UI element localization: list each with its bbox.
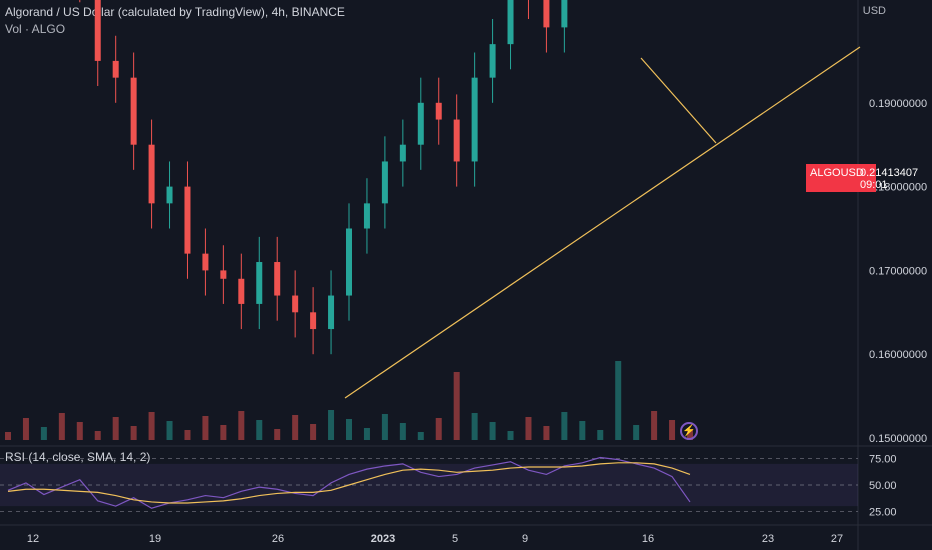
volume-label: Vol · ALGO [5, 22, 66, 36]
volume-bar [471, 413, 478, 440]
candle-body [256, 262, 263, 304]
candle-body [166, 186, 173, 204]
volume-bar [76, 422, 83, 440]
candle-body [381, 161, 388, 204]
candle-body [148, 144, 155, 204]
volume-bar [94, 431, 101, 440]
candle-body [399, 144, 406, 162]
lightning-icon[interactable]: ⚡ [680, 422, 698, 440]
volume-bar [615, 361, 622, 440]
volume-bar [669, 420, 676, 440]
volume-bar [633, 425, 640, 440]
trendline-support [344, 46, 861, 399]
rsi-label: RSI (14, close, SMA, 14, 2) [5, 450, 151, 464]
candle-body [328, 295, 335, 330]
time-tick-label: 19 [149, 533, 161, 545]
rsi-tick-label: 25.00 [869, 506, 897, 518]
candle-body [489, 44, 496, 78]
candle-body [220, 270, 227, 279]
volume-bar [112, 417, 119, 440]
candle-body [346, 228, 352, 296]
volume-bar [417, 432, 424, 440]
volume-bar [184, 430, 191, 440]
rsi-line [7, 456, 691, 509]
volume-bar [256, 420, 263, 440]
candle-body [561, 0, 568, 28]
volume-bar [561, 412, 568, 440]
candle-body [292, 295, 299, 313]
candle-body [453, 119, 460, 162]
volume-bar [579, 421, 586, 440]
volume-bar [238, 411, 245, 440]
badge-price: 0.21413407 [860, 167, 919, 179]
price-tick-label: 0.16000000 [869, 349, 927, 361]
time-tick-label: 5 [452, 533, 458, 545]
candle-body [543, 0, 550, 28]
volume-bar [220, 425, 227, 440]
volume-bar [130, 426, 137, 440]
time-tick-label: 2023 [371, 533, 395, 545]
trendline-resistance [640, 57, 717, 144]
volume-bar [202, 416, 209, 440]
price-tick-label: 0.17000000 [869, 265, 927, 277]
time-tick-label: 27 [831, 533, 843, 545]
price-badge: ALGOUSD 0.21413407 09:01 [806, 164, 918, 192]
volume-bar [310, 424, 317, 440]
candle-body [202, 253, 209, 271]
candle-body [310, 312, 317, 330]
candle-body [363, 203, 370, 229]
chart-title: Algorand / US Dollar (calculated by Trad… [5, 5, 345, 19]
volume-bar [543, 426, 550, 440]
price-tick-label: 0.19000000 [869, 98, 927, 110]
volume-bar [363, 428, 370, 440]
volume-bar [58, 413, 65, 440]
volume-bar [651, 411, 658, 440]
rsi-tick-label: 50.00 [869, 480, 897, 492]
currency-label: USD [862, 5, 886, 17]
volume-bar [381, 414, 388, 440]
candle-body [112, 60, 119, 78]
rsi-ma-line [7, 462, 691, 504]
volume-bar [5, 432, 11, 440]
candle-body [507, 0, 514, 45]
price-tick-label: 0.18000000 [869, 182, 927, 194]
time-tick-label: 23 [762, 533, 774, 545]
volume-bar [148, 412, 155, 440]
volume-bar [507, 431, 514, 440]
volume-bar [274, 429, 281, 440]
candle-body [274, 262, 281, 296]
volume-bar [292, 415, 299, 440]
rsi-tick-label: 75.00 [869, 454, 897, 466]
candle-body [417, 102, 424, 145]
candle-body [471, 77, 478, 162]
candle-body [238, 278, 245, 304]
candle-body [435, 102, 442, 120]
volume-bar [166, 421, 173, 440]
candle-body [130, 77, 137, 145]
badge-symbol: ALGOUSD [810, 167, 864, 179]
volume-bar [22, 418, 29, 440]
time-tick-label: 26 [272, 533, 284, 545]
volume-bar [40, 427, 47, 440]
candle-body [184, 186, 191, 254]
volume-bar [453, 372, 460, 440]
candle-body [94, 0, 101, 61]
volume-bar [489, 422, 496, 440]
badge-countdown: 09:01 [860, 179, 888, 191]
price-tick-label: 0.15000000 [869, 433, 927, 445]
time-tick-label: 12 [27, 533, 39, 545]
volume-bar [328, 410, 335, 440]
volume-bar [525, 417, 532, 440]
volume-bar [435, 418, 442, 440]
volume-bar [346, 419, 352, 440]
time-tick-label: 9 [522, 533, 528, 545]
volume-bar [399, 423, 406, 440]
time-tick-label: 16 [642, 533, 654, 545]
volume-bar [597, 430, 604, 440]
